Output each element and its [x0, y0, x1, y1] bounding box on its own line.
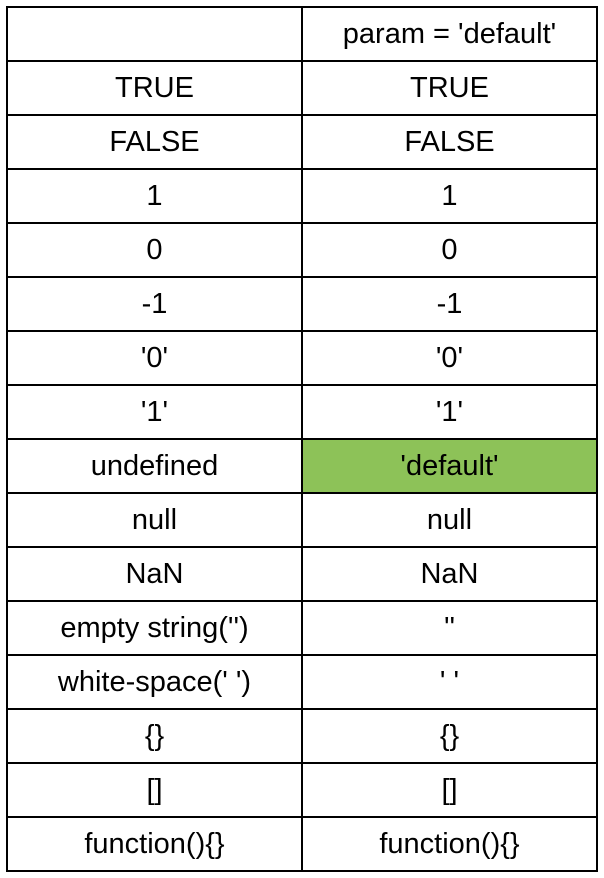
table-row: empty string('') ''	[7, 601, 597, 655]
cell-output: {}	[302, 709, 597, 763]
cell-input: []	[7, 763, 302, 817]
cell-input: '1'	[7, 385, 302, 439]
cell-output: ''	[302, 601, 597, 655]
table-row: undefined 'default'	[7, 439, 597, 493]
cell-input: '0'	[7, 331, 302, 385]
cell-input: -1	[7, 277, 302, 331]
cell-input: {}	[7, 709, 302, 763]
cell-input: FALSE	[7, 115, 302, 169]
cell-input: NaN	[7, 547, 302, 601]
cell-output: null	[302, 493, 597, 547]
table-row: -1 -1	[7, 277, 597, 331]
table-row: FALSE FALSE	[7, 115, 597, 169]
cell-output: '0'	[302, 331, 597, 385]
cell-input: null	[7, 493, 302, 547]
cell-output: '1'	[302, 385, 597, 439]
table-row: {} {}	[7, 709, 597, 763]
table-row: NaN NaN	[7, 547, 597, 601]
table-row: [] []	[7, 763, 597, 817]
table-row: null null	[7, 493, 597, 547]
cell-output: FALSE	[302, 115, 597, 169]
table-row: 0 0	[7, 223, 597, 277]
table-row: TRUE TRUE	[7, 61, 597, 115]
table-row: function(){} function(){}	[7, 817, 597, 871]
table-row: white-space(' ') ' '	[7, 655, 597, 709]
cell-output-highlight: 'default'	[302, 439, 597, 493]
cell-output: NaN	[302, 547, 597, 601]
default-param-table: param = 'default' TRUE TRUE FALSE FALSE …	[6, 6, 598, 872]
cell-input: 0	[7, 223, 302, 277]
cell-input: function(){}	[7, 817, 302, 871]
table-header-row: param = 'default'	[7, 7, 597, 61]
cell-input: TRUE	[7, 61, 302, 115]
cell-output: 0	[302, 223, 597, 277]
cell-output: TRUE	[302, 61, 597, 115]
cell-output: function(){}	[302, 817, 597, 871]
cell-input: 1	[7, 169, 302, 223]
cell-output: -1	[302, 277, 597, 331]
table-row: 1 1	[7, 169, 597, 223]
header-cell-right: param = 'default'	[302, 7, 597, 61]
table-row: '1' '1'	[7, 385, 597, 439]
cell-output: 1	[302, 169, 597, 223]
header-cell-left	[7, 7, 302, 61]
cell-input: white-space(' ')	[7, 655, 302, 709]
cell-input: undefined	[7, 439, 302, 493]
table-wrapper: param = 'default' TRUE TRUE FALSE FALSE …	[0, 0, 604, 878]
cell-input: empty string('')	[7, 601, 302, 655]
table-body: param = 'default' TRUE TRUE FALSE FALSE …	[7, 7, 597, 871]
cell-output: ' '	[302, 655, 597, 709]
cell-output: []	[302, 763, 597, 817]
table-row: '0' '0'	[7, 331, 597, 385]
